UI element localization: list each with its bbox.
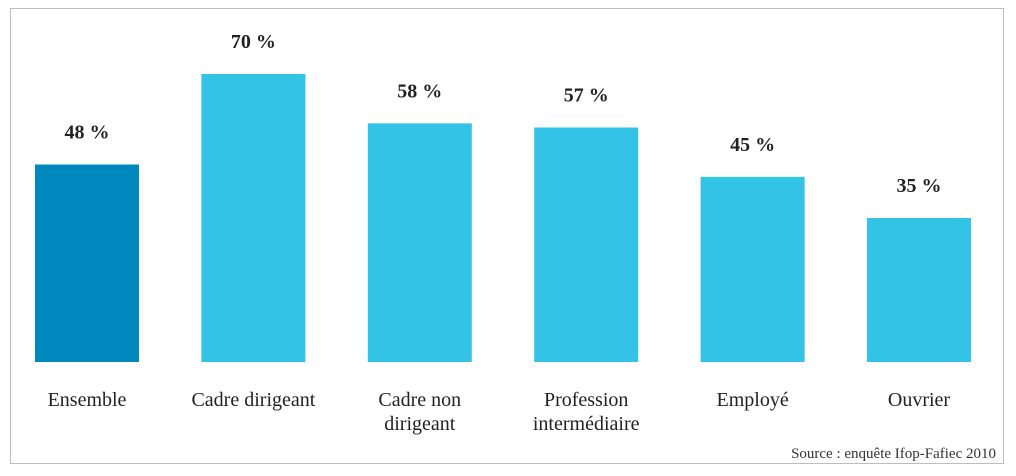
bar bbox=[867, 218, 971, 362]
value-label: 58 % bbox=[397, 80, 442, 102]
value-label: 35 % bbox=[897, 175, 942, 197]
bar bbox=[201, 74, 306, 362]
category-label: Cadre non dirigeant bbox=[378, 389, 462, 435]
value-label: 70 % bbox=[231, 31, 276, 53]
bar bbox=[35, 164, 139, 362]
source-note: Source : enquête Ifop-Fafiec 2010 bbox=[791, 446, 996, 462]
category-label: Profession intermédiaire bbox=[532, 389, 640, 435]
value-label: 57 % bbox=[564, 84, 609, 106]
chart-frame bbox=[10, 8, 1004, 464]
category-label: Ensemble bbox=[47, 389, 127, 411]
bar bbox=[534, 127, 639, 362]
bar bbox=[367, 123, 472, 362]
category-label: Ouvrier bbox=[887, 389, 951, 411]
value-label: 48 % bbox=[65, 122, 110, 144]
category-label: Employé bbox=[716, 389, 789, 411]
value-label: 45 % bbox=[730, 134, 775, 156]
bar bbox=[700, 176, 805, 362]
category-label: Cadre dirigeant bbox=[191, 389, 316, 411]
